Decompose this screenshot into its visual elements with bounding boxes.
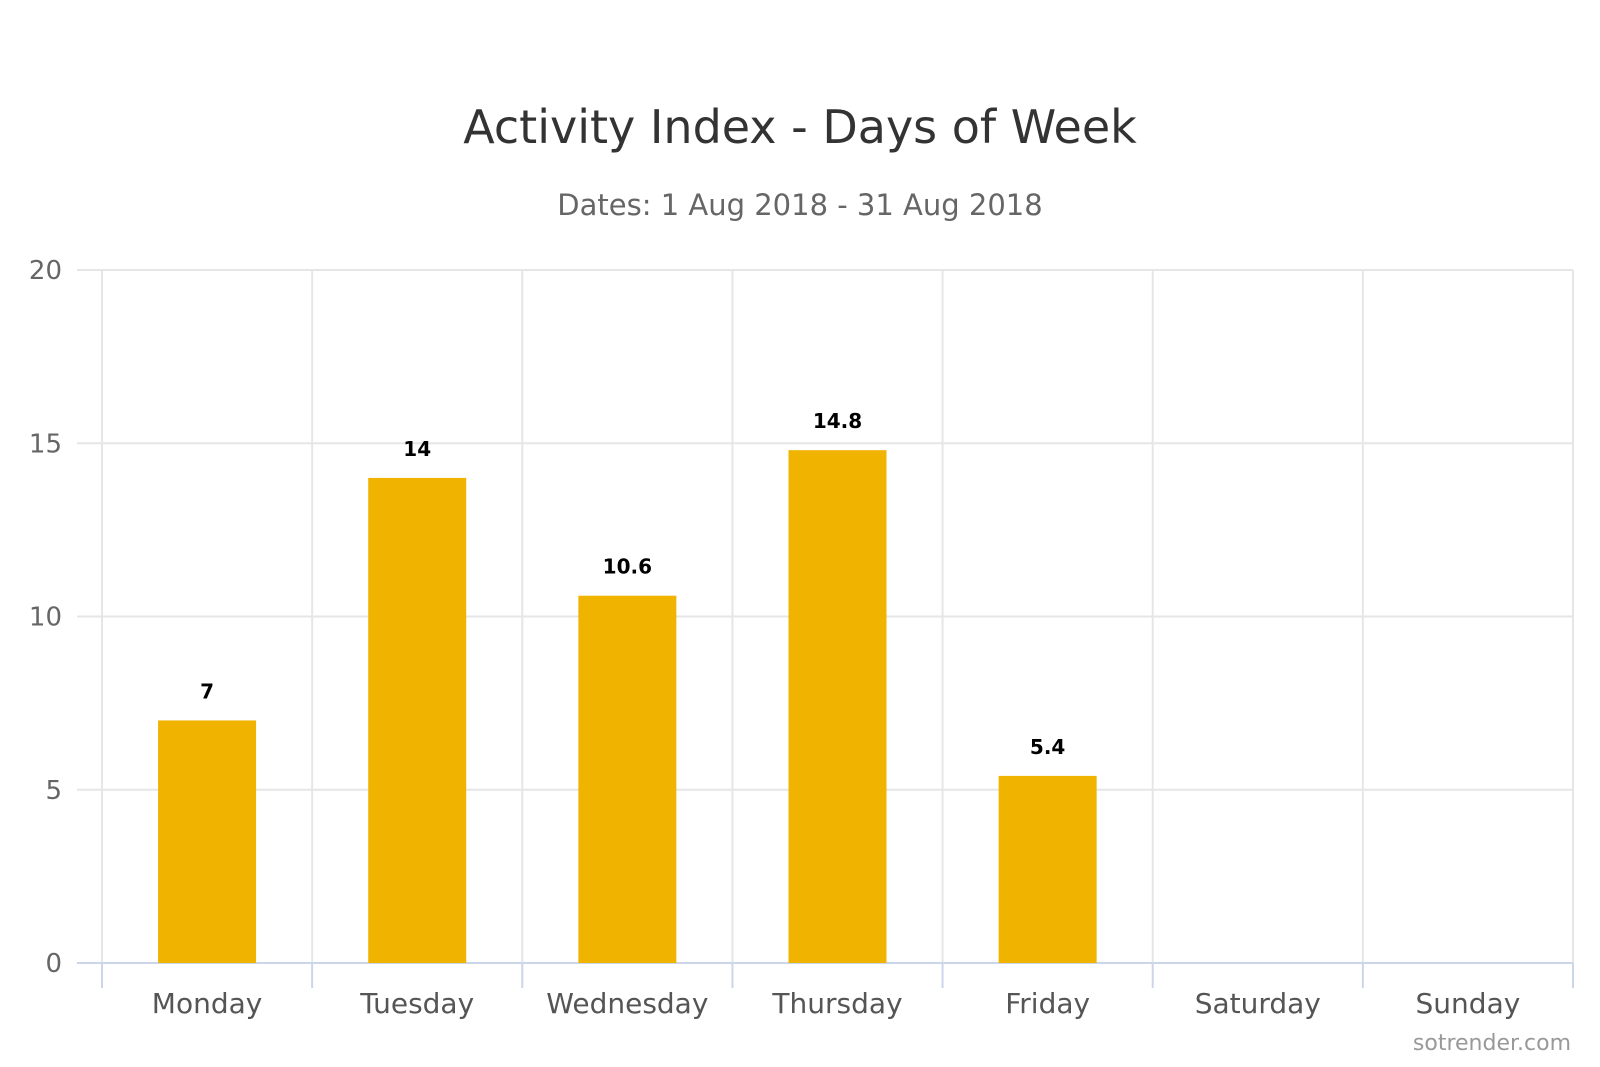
y-tick-label: 15 xyxy=(29,429,62,459)
y-tick-label: 0 xyxy=(45,949,62,979)
x-tick-label: Wednesday xyxy=(546,987,708,1020)
bar-thursday xyxy=(788,450,887,963)
labels: 0 5 10 15 20 7 Monday 14 Tuesday 10.6 Wednesday 14.… xyxy=(29,256,1520,1020)
data-label: 5.4 xyxy=(1030,735,1065,759)
x-tick-label: Tuesday xyxy=(359,987,474,1020)
grid xyxy=(77,269,1574,988)
y-tick-label: 5 xyxy=(45,776,62,806)
data-label: 14.8 xyxy=(813,409,862,433)
y-tick-label: 20 xyxy=(29,256,62,286)
bar-monday xyxy=(158,720,257,963)
chart-title: Activity Index - Days of Week xyxy=(463,100,1137,154)
data-label: 7 xyxy=(200,679,214,703)
x-tick-label: Saturday xyxy=(1195,987,1321,1020)
chart-subtitle: Dates: 1 Aug 2018 - 31 Aug 2018 xyxy=(557,188,1042,222)
data-label: 14 xyxy=(403,437,431,461)
x-tick-label: Sunday xyxy=(1416,987,1521,1020)
x-tick-label: Monday xyxy=(152,987,263,1020)
bar-wednesday xyxy=(578,595,677,963)
credit-link[interactable]: sotrender.com xyxy=(1413,1031,1571,1056)
bar-tuesday xyxy=(368,477,467,963)
x-tick-label: Friday xyxy=(1005,987,1090,1020)
bars xyxy=(158,450,1097,963)
x-tick-label: Thursday xyxy=(771,987,902,1020)
data-label: 10.6 xyxy=(603,555,652,579)
bar-friday xyxy=(998,775,1097,963)
y-tick-label: 10 xyxy=(29,603,62,633)
